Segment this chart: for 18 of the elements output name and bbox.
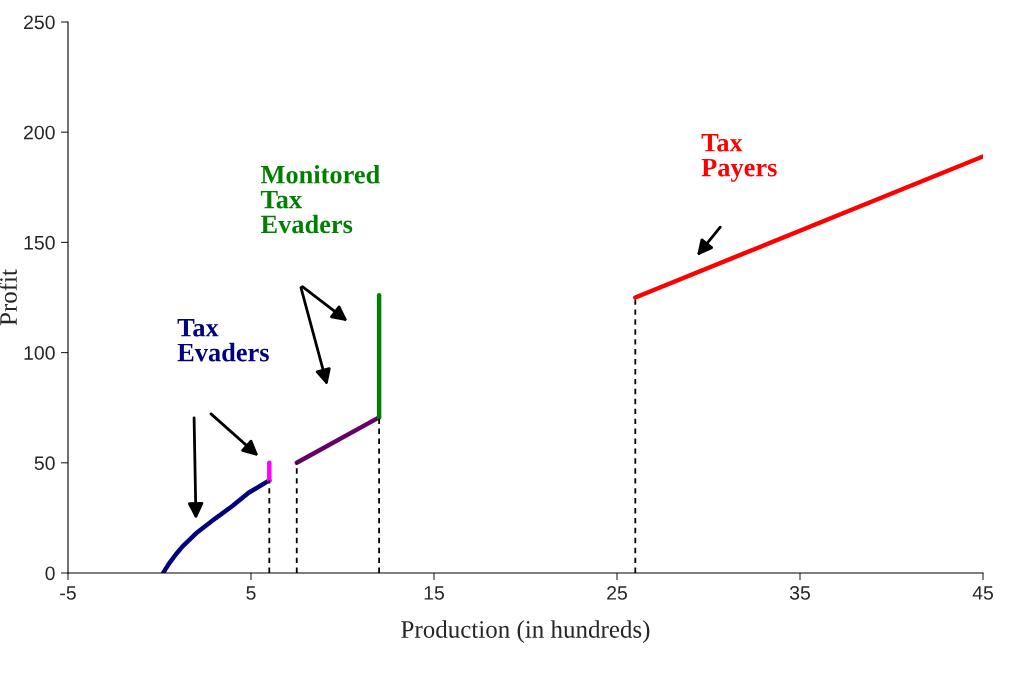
x-tick-label: 35 <box>789 586 810 600</box>
y-axis-title: Profit <box>0 269 17 326</box>
x-tick-label: 45 <box>972 586 993 600</box>
text: Monitored Tax Evaders <box>260 165 380 234</box>
x-tick-label: 5 <box>246 586 256 600</box>
y-tick-label: 250 <box>24 15 55 30</box>
line-series <box>160 478 272 573</box>
x-tick-label: 25 <box>607 586 627 600</box>
y-tick-label: 50 <box>34 456 55 471</box>
text: Tax Evaders <box>177 319 269 362</box>
y-tick-label: 0 <box>45 566 55 581</box>
x-tick-label: -5 <box>60 586 76 600</box>
x-tick-label: 15 <box>424 586 444 600</box>
y-tick-label: 200 <box>24 125 55 140</box>
y-tick-label: 150 <box>24 235 55 250</box>
x-axis-title: Production (in hundreds) <box>401 620 650 643</box>
y-tick-label: 100 <box>24 346 55 360</box>
text: Tax Payers <box>701 134 777 182</box>
